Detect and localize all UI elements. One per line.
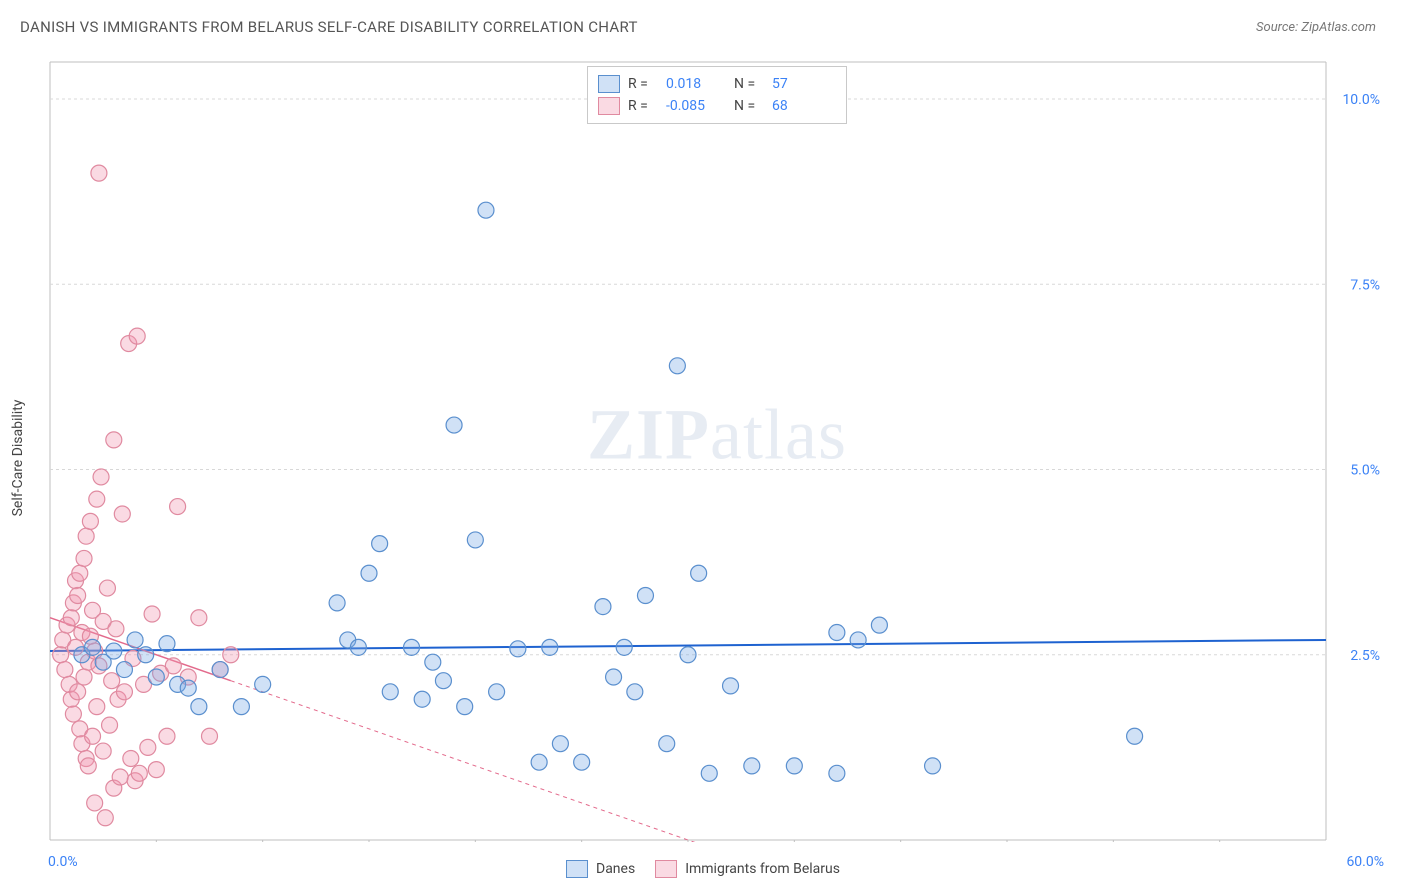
r-value-danes: 0.018 [666, 73, 726, 95]
x-axis-min: 0.0% [48, 854, 78, 870]
scatter-plot: 2.5% 5.0% 7.5% 10.0% [48, 60, 1386, 842]
y-axis-label: Self-Care Disability [10, 400, 26, 517]
swatch-danes [566, 860, 588, 878]
r-label: R = [628, 95, 658, 117]
header: DANISH VS IMMIGRANTS FROM BELARUS SELF-C… [0, 0, 1406, 48]
svg-text:7.5%: 7.5% [1350, 277, 1380, 293]
legend-row-belarus: R = -0.085 N = 68 [598, 95, 832, 117]
chart-title: DANISH VS IMMIGRANTS FROM BELARUS SELF-C… [20, 18, 638, 36]
correlation-legend: R = 0.018 N = 57 R = -0.085 N = 68 [587, 66, 847, 124]
n-value-danes: 57 [772, 73, 832, 95]
n-label: N = [734, 95, 764, 117]
n-value-belarus: 68 [772, 95, 832, 117]
svg-text:2.5%: 2.5% [1350, 648, 1380, 664]
n-label: N = [734, 73, 764, 95]
legend-label-belarus: Immigrants from Belarus [685, 861, 840, 877]
swatch-belarus [655, 860, 677, 878]
swatch-belarus [598, 97, 620, 115]
swatch-danes [598, 75, 620, 93]
r-label: R = [628, 73, 658, 95]
legend-row-danes: R = 0.018 N = 57 [598, 73, 832, 95]
legend-label-danes: Danes [596, 861, 635, 877]
legend-item-danes: Danes [566, 860, 635, 878]
series-legend: Danes Immigrants from Belarus [566, 860, 840, 878]
chart-area: 2.5% 5.0% 7.5% 10.0% R = 0.018 N = 57 R = -… [48, 60, 1386, 842]
source-label: Source: ZipAtlas.com [1256, 20, 1376, 35]
r-value-belarus: -0.085 [666, 95, 726, 117]
svg-text:10.0%: 10.0% [1342, 92, 1380, 108]
x-axis-max: 60.0% [1346, 854, 1384, 870]
legend-item-belarus: Immigrants from Belarus [655, 860, 840, 878]
svg-text:5.0%: 5.0% [1350, 463, 1380, 479]
